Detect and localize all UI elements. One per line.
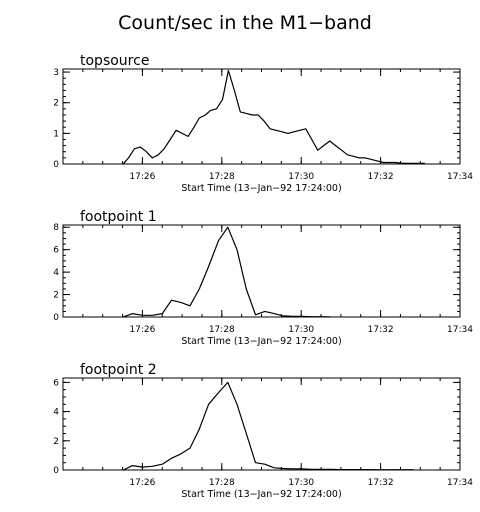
x-axis-label: Start Time (13−Jan−92 17:24:00) [181, 489, 341, 500]
x-tick-label: 17:32 [368, 172, 394, 182]
x-tick-label: 17:30 [288, 478, 314, 488]
x-tick-label: 17:34 [447, 478, 473, 488]
figure-title: Count/sec in the M1−band [118, 12, 372, 34]
panel-footpoint-1: footpoint 1 17:26 17:28 17:30 17:32 17:34 0 2 4 6… [53, 209, 473, 347]
x-axis-label: Start Time (13−Jan−92 17:24:00) [181, 336, 341, 347]
y-tick-label: 3 [53, 68, 59, 78]
y-tick-label: 4 [53, 268, 59, 278]
x-tick-label: 17:28 [209, 478, 235, 488]
y-tick-label: 2 [53, 437, 59, 447]
y-tick-label: 6 [53, 378, 59, 388]
y-tick-label: 0 [53, 466, 59, 476]
x-tick-label: 17:30 [288, 172, 314, 182]
x-tick-label: 17:32 [368, 325, 394, 335]
x-tick-label: 17:28 [209, 325, 235, 335]
panel-title: topsource [80, 53, 149, 69]
y-tick-label: 0 [53, 160, 59, 170]
plot-frame [62, 224, 461, 318]
plot-frame [62, 377, 461, 471]
y-tick-label: 1 [53, 129, 59, 139]
x-tick-label: 17:26 [129, 325, 155, 335]
panel-title: footpoint 1 [80, 209, 157, 225]
y-tick-label: 4 [53, 408, 59, 418]
y-tick-label: 8 [53, 223, 59, 233]
x-tick-label: 17:28 [209, 172, 235, 182]
series-line [122, 226, 331, 318]
y-tick-label: 2 [53, 291, 59, 301]
x-tick-label: 17:26 [129, 478, 155, 488]
panel-footpoint-2: footpoint 2 17:26 17:28 17:30 17:32 17:34 0 2 4 6… [53, 362, 473, 500]
series-line [122, 69, 425, 165]
x-tick-label: 17:30 [288, 325, 314, 335]
x-axis-label: Start Time (13−Jan−92 17:24:00) [181, 183, 341, 194]
plot-frame [62, 68, 461, 165]
panel-title: footpoint 2 [80, 362, 157, 378]
x-tick-label: 17:32 [368, 478, 394, 488]
x-tick-label: 17:26 [129, 172, 155, 182]
panel-topsource: topsource 17:26 17:28 17:30 17:32 17:34 0 1 2 3 St… [53, 53, 473, 194]
y-tick-label: 6 [53, 246, 59, 256]
x-tick-label: 17:34 [447, 325, 473, 335]
series-line [122, 381, 414, 471]
x-tick-label: 17:34 [447, 172, 473, 182]
y-tick-label: 0 [53, 313, 59, 323]
y-tick-label: 2 [53, 99, 59, 109]
